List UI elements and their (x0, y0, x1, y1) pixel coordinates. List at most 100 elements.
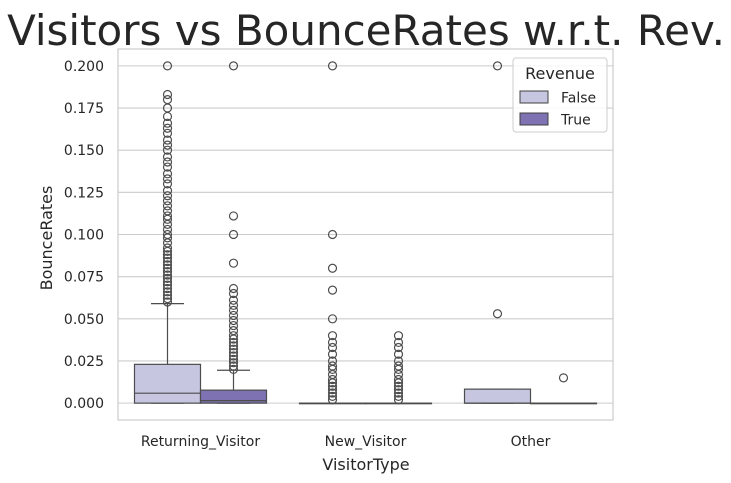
outlier-point (393, 381, 404, 391)
y-tick-label: 0.125 (64, 185, 104, 201)
y-tick-label: 0.175 (64, 101, 104, 117)
outlier-point (162, 297, 173, 307)
outlier-point (162, 201, 173, 211)
y-tick-label: 0.075 (64, 270, 104, 286)
outlier-point (162, 253, 173, 263)
outlier-point (162, 263, 173, 273)
box-true-new_visitor (364, 331, 433, 405)
outlier-point (228, 295, 239, 305)
outlier-point (228, 337, 239, 348)
outlier-point (162, 61, 173, 71)
outlier-point (327, 349, 338, 359)
legend-label-true: True (560, 113, 591, 129)
outlier-point (327, 356, 338, 366)
outlier-point (162, 243, 173, 253)
outlier-point (327, 374, 338, 385)
outlier-point (228, 361, 239, 371)
outlier-point (162, 290, 173, 300)
x-axis-title: VisitorType (322, 455, 409, 474)
outlier-point (228, 341, 239, 351)
legend-swatch-true (519, 112, 549, 126)
y-tick-label: 0.150 (64, 143, 104, 159)
outlier-point (327, 314, 338, 324)
outlier-point (228, 258, 239, 268)
legend-swatch-false (519, 90, 549, 104)
outlier-point (393, 395, 404, 405)
y-tick-label: 0.000 (64, 396, 104, 412)
outlier-point (228, 347, 239, 358)
outlier-point (228, 331, 239, 341)
legend-title: Revenue (525, 64, 595, 83)
outlier-point (228, 288, 239, 299)
y-tick-label: 0.050 (64, 312, 104, 328)
box-false-new_visitor (298, 61, 367, 405)
x-tick-label: Returning_Visitor (141, 434, 261, 450)
outlier-point (162, 267, 173, 277)
outlier-point (162, 128, 173, 138)
outlier-point (228, 358, 239, 368)
outlier-point (162, 283, 173, 294)
outlier-point (393, 349, 404, 359)
box-false-other (463, 61, 532, 404)
outlier-point (393, 374, 404, 385)
outlier-point (327, 229, 338, 240)
outlier-point (393, 337, 404, 348)
y-tick-label: 0.200 (64, 59, 104, 75)
outlier-point (162, 186, 173, 196)
outlier-point (228, 310, 239, 321)
box-iqr (199, 389, 268, 404)
grid-lines (118, 65, 613, 404)
outlier-point (162, 196, 173, 206)
outlier-point (558, 373, 569, 383)
outlier-point (162, 118, 173, 128)
outlier-point (162, 174, 173, 184)
outlier-point (228, 364, 239, 375)
box-true-returning_visitor (199, 61, 268, 404)
outlier-point (162, 287, 173, 297)
box-true-other (529, 373, 598, 405)
outlier-point (327, 61, 338, 71)
outlier-point (228, 211, 239, 221)
outlier-point (327, 337, 338, 348)
outlier-point (327, 381, 338, 391)
outlier-point (162, 123, 173, 133)
outlier-point (162, 135, 173, 145)
outlier-point (162, 273, 173, 283)
x-tick-label: Other (511, 434, 551, 450)
outlier-point (162, 94, 173, 105)
outlier-point (393, 391, 404, 401)
outlier-point (228, 351, 239, 361)
outlier-point (162, 89, 173, 100)
outlier-point (228, 61, 239, 71)
outlier-point (162, 179, 173, 189)
outlier-point (327, 395, 338, 405)
outlier-point (393, 356, 404, 366)
box-false-returning_visitor (133, 61, 202, 404)
box-iqr (133, 363, 202, 404)
outlier-point (228, 229, 239, 240)
outlier-point (162, 157, 173, 167)
outlier-point (162, 277, 173, 287)
legend-label-false: False (561, 91, 596, 107)
outlier-point (393, 388, 404, 398)
outlier-point (162, 280, 173, 290)
outlier-point (327, 391, 338, 401)
outlier-point (393, 361, 404, 371)
x-tick-labels: Returning_Visitor New_Visitor Other (141, 434, 551, 450)
outlier-point (162, 152, 173, 162)
outlier-point (162, 206, 173, 216)
box-iqr (463, 388, 532, 404)
chart-title: Visitors vs BounceRates w.r.t. Rev. (7, 6, 725, 55)
outlier-point (228, 305, 239, 315)
outlier-point (228, 344, 239, 354)
outlier-point (327, 361, 338, 371)
y-axis-title: BounceRates (37, 186, 56, 291)
outlier-point (327, 331, 338, 341)
outlier-point (327, 342, 338, 353)
outlier-point (228, 326, 239, 336)
outlier-point (162, 145, 173, 155)
outlier-point (327, 263, 338, 273)
outlier-point (162, 211, 173, 221)
y-tick-label: 0.025 (64, 354, 104, 370)
